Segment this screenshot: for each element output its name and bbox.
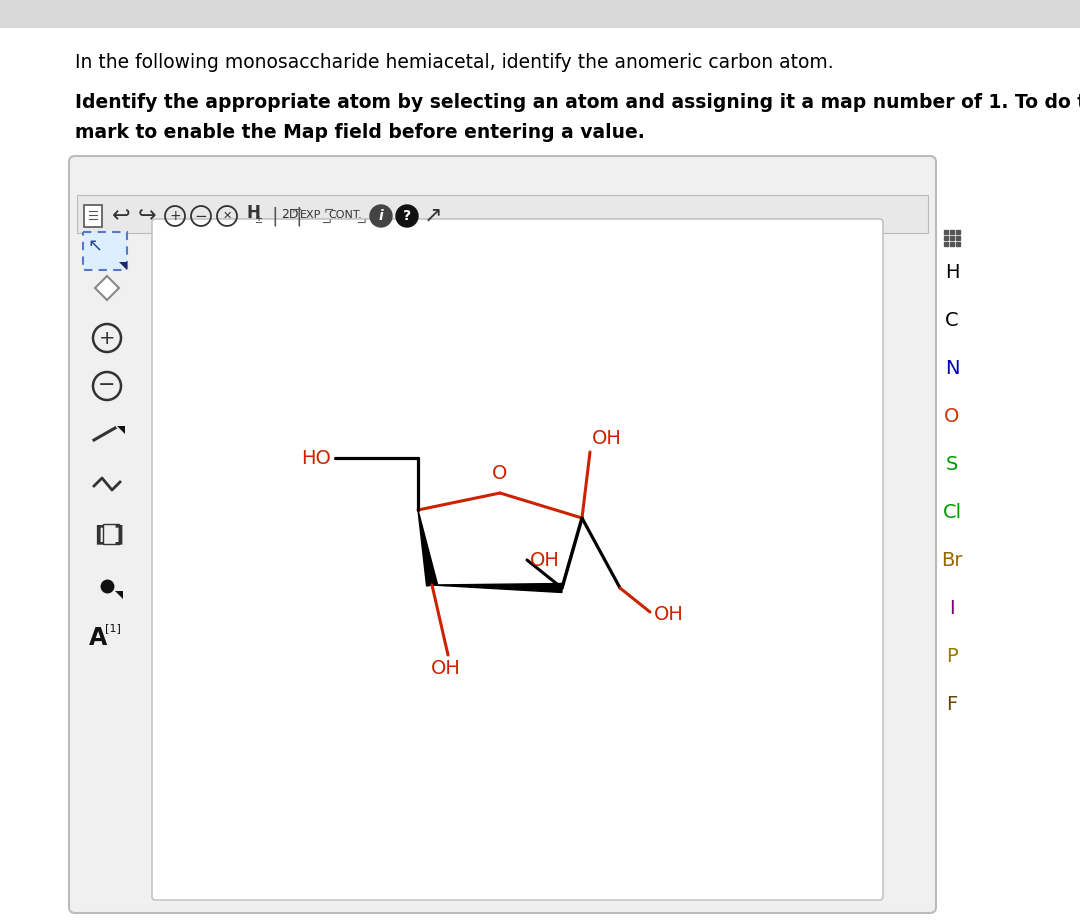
Text: ↖: ↖ — [87, 237, 103, 255]
Text: ↩: ↩ — [111, 206, 131, 226]
Text: ↪: ↪ — [137, 206, 157, 226]
Text: −: − — [194, 208, 207, 223]
Text: mark to enable the Map field before entering a value.: mark to enable the Map field before ente… — [75, 124, 645, 143]
Text: ⌐: ⌐ — [324, 204, 334, 217]
Text: O: O — [944, 407, 960, 425]
Text: ]: ] — [113, 524, 124, 544]
Text: ±: ± — [254, 215, 262, 225]
Text: H: H — [246, 204, 260, 222]
Circle shape — [370, 205, 392, 227]
Text: I: I — [949, 598, 955, 618]
Text: Identify the appropriate atom by selecting an atom and assigning it a map number: Identify the appropriate atom by selecti… — [75, 93, 1080, 112]
Text: |: | — [272, 207, 279, 226]
Bar — [83, 232, 127, 270]
Text: Cl: Cl — [943, 502, 961, 522]
Text: S: S — [946, 455, 958, 474]
Polygon shape — [95, 276, 119, 300]
Text: ⌐: ⌐ — [354, 214, 364, 227]
Text: i: i — [379, 209, 383, 223]
Text: Br: Br — [942, 550, 962, 570]
Polygon shape — [432, 584, 562, 593]
Text: 2D: 2D — [281, 207, 298, 220]
FancyBboxPatch shape — [84, 205, 102, 227]
Polygon shape — [418, 510, 437, 586]
Bar — [0, 0, 1080, 28]
Text: In the following monosaccharide hemiacetal, identify the anomeric carbon atom.: In the following monosaccharide hemiacet… — [75, 53, 834, 73]
Text: OH: OH — [654, 605, 684, 623]
Bar — [103, 524, 119, 544]
Text: OH: OH — [431, 659, 461, 678]
Text: |: | — [296, 207, 302, 226]
Circle shape — [396, 205, 418, 227]
Text: OH: OH — [530, 550, 559, 570]
Text: OH: OH — [592, 429, 622, 448]
Text: C: C — [945, 311, 959, 329]
Bar — [77, 195, 928, 233]
Text: ⌐: ⌐ — [319, 214, 329, 227]
Polygon shape — [114, 591, 123, 599]
Text: A: A — [89, 626, 107, 650]
Text: HO: HO — [301, 448, 330, 467]
Text: +: + — [170, 209, 180, 223]
Text: ?: ? — [403, 209, 411, 223]
Text: [1]: [1] — [105, 623, 121, 633]
Text: −: − — [98, 375, 116, 395]
FancyBboxPatch shape — [69, 156, 936, 913]
Text: F: F — [946, 694, 958, 714]
Text: CONT.: CONT. — [328, 210, 362, 220]
Text: H: H — [945, 263, 959, 281]
Polygon shape — [119, 262, 127, 270]
Text: P: P — [946, 646, 958, 666]
Text: [: [ — [94, 524, 104, 544]
Text: EXP: EXP — [300, 210, 322, 220]
Text: O: O — [492, 464, 508, 483]
Text: ✕: ✕ — [222, 211, 232, 221]
Text: N: N — [945, 359, 959, 377]
Polygon shape — [117, 426, 125, 434]
Text: ↗: ↗ — [423, 206, 443, 226]
Text: +: + — [98, 328, 116, 348]
Text: ⌐: ⌐ — [292, 204, 302, 217]
FancyBboxPatch shape — [152, 219, 883, 900]
